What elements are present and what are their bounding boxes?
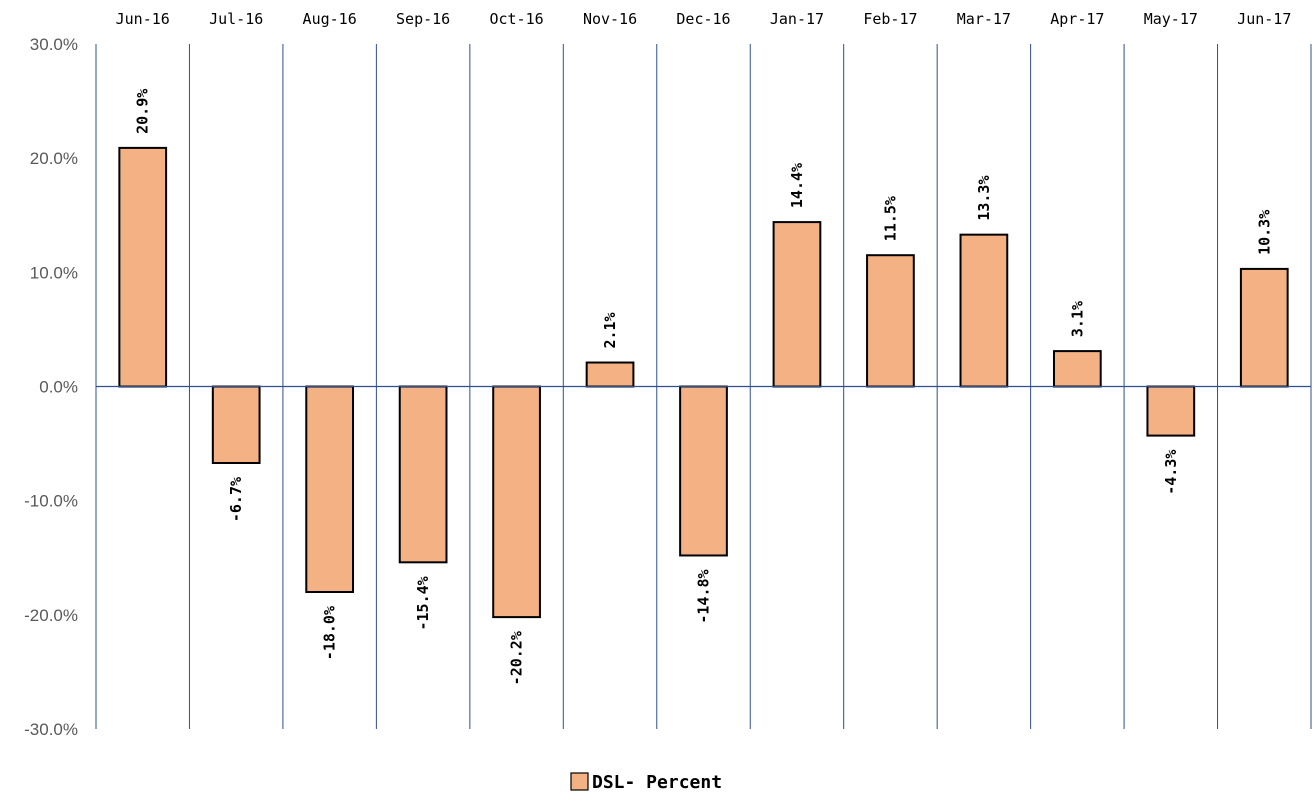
legend-swatch xyxy=(570,772,589,791)
bars xyxy=(96,146,1311,619)
x-tick-label: Mar-17 xyxy=(957,10,1011,28)
x-tick-label: May-17 xyxy=(1144,10,1198,28)
data-label: -20.2% xyxy=(508,631,526,685)
bar xyxy=(772,221,822,388)
bar xyxy=(1146,385,1196,437)
data-labels: 20.9% -6.7% -18.0% -15.4% -20.2% 2.1% -14.8% 14… xyxy=(134,89,1274,686)
data-label: -18.0% xyxy=(321,606,339,660)
data-label: -4.3% xyxy=(1162,450,1180,495)
x-tick-label: Feb-17 xyxy=(863,10,917,28)
x-axis: Jun-16 Jul-16 Aug-16 Sep-16 Oct-16 Nov-16 Dec-… xyxy=(116,10,1292,28)
bar xyxy=(679,385,728,557)
bar xyxy=(959,233,1009,388)
bar xyxy=(398,385,448,564)
x-tick-label: Nov-16 xyxy=(583,10,637,28)
bar xyxy=(866,254,915,388)
data-label: 13.3% xyxy=(975,176,993,221)
data-label: -15.4% xyxy=(414,576,432,630)
x-tick-label: Dec-16 xyxy=(676,10,730,28)
y-tick-label: 10.0% xyxy=(30,263,78,282)
legend-label: DSL- Percent xyxy=(592,772,722,793)
x-tick-label: Jul-16 xyxy=(209,10,263,28)
data-label: 10.3% xyxy=(1255,210,1273,255)
data-label: 2.1% xyxy=(601,312,619,348)
data-label: 20.9% xyxy=(134,89,152,134)
data-label: -14.8% xyxy=(695,569,713,623)
bar xyxy=(211,385,261,464)
y-tick-label: -20.0% xyxy=(24,606,78,625)
bar xyxy=(118,146,168,388)
y-tick-label: 20.0% xyxy=(30,149,78,168)
x-tick-label: Apr-17 xyxy=(1050,10,1104,28)
y-tick-label: -30.0% xyxy=(24,720,78,739)
x-tick-label: Sep-16 xyxy=(396,10,450,28)
bar xyxy=(1052,350,1102,388)
bar xyxy=(1239,267,1289,388)
data-label: 11.5% xyxy=(881,196,899,241)
y-tick-label: 0.0% xyxy=(39,378,78,397)
y-axis: 30.0% 20.0% 10.0% 0.0% -10.0% -20.0% -30.0% xyxy=(24,35,78,739)
legend: DSL- Percent xyxy=(570,772,722,793)
y-tick-label: -10.0% xyxy=(24,492,78,511)
bar xyxy=(585,361,635,388)
x-tick-label: Oct-16 xyxy=(489,10,543,28)
bar xyxy=(305,385,355,593)
x-tick-label: Aug-16 xyxy=(303,10,357,28)
x-tick-label: Jun-16 xyxy=(116,10,170,28)
x-tick-label: Jan-17 xyxy=(770,10,824,28)
data-label: 3.1% xyxy=(1068,301,1086,337)
x-tick-label: Jun-17 xyxy=(1237,10,1291,28)
data-label: -6.7% xyxy=(227,477,245,522)
y-tick-label: 30.0% xyxy=(30,35,78,54)
data-label: 14.4% xyxy=(788,163,806,208)
bar xyxy=(492,385,541,619)
